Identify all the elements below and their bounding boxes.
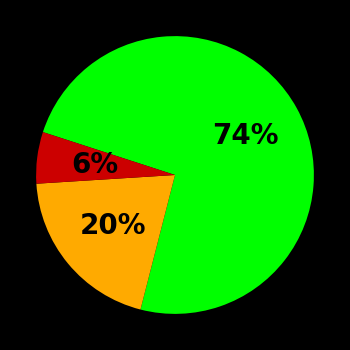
Text: 74%: 74%	[212, 122, 279, 150]
Text: 20%: 20%	[80, 212, 146, 240]
Wedge shape	[36, 175, 175, 309]
Text: 6%: 6%	[71, 151, 119, 179]
Wedge shape	[43, 36, 314, 314]
Wedge shape	[36, 132, 175, 184]
